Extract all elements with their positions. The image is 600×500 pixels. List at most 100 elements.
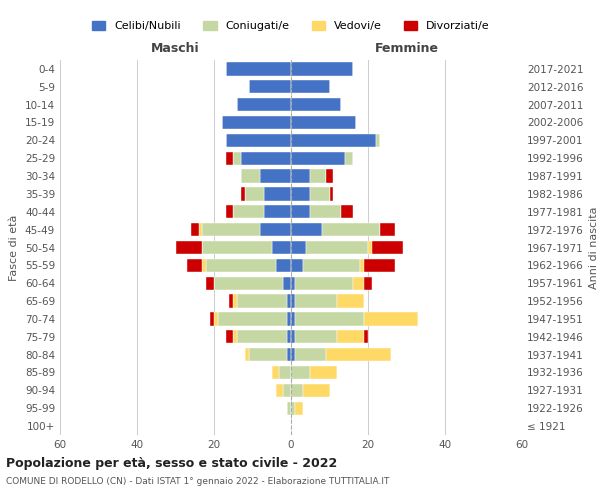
Bar <box>233 205 264 218</box>
Bar <box>291 294 295 308</box>
Bar <box>218 312 287 326</box>
Bar <box>226 330 233 344</box>
Bar <box>291 170 310 183</box>
Bar <box>291 276 295 290</box>
Bar <box>226 134 291 147</box>
Bar <box>360 258 364 272</box>
Bar <box>245 348 248 362</box>
Bar <box>241 152 291 165</box>
Bar <box>291 241 307 254</box>
Bar <box>206 258 275 272</box>
Bar <box>202 241 272 254</box>
Bar <box>248 348 287 362</box>
Text: Popolazione per età, sesso e stato civile - 2022: Popolazione per età, sesso e stato civil… <box>6 458 337 470</box>
Bar <box>364 330 368 344</box>
Bar <box>295 402 302 415</box>
Bar <box>272 241 291 254</box>
Bar <box>353 276 364 290</box>
Bar <box>291 187 310 200</box>
Bar <box>241 170 260 183</box>
Bar <box>291 384 302 397</box>
Bar <box>302 258 360 272</box>
Bar <box>322 223 380 236</box>
Bar <box>295 312 364 326</box>
Bar <box>337 294 364 308</box>
Bar <box>345 152 353 165</box>
Y-axis label: Fasce di età: Fasce di età <box>10 214 19 280</box>
Bar <box>337 330 364 344</box>
Bar <box>275 258 291 272</box>
Bar <box>310 187 329 200</box>
Text: Maschi: Maschi <box>151 42 200 54</box>
Bar <box>291 366 310 379</box>
Bar <box>237 294 287 308</box>
Bar <box>260 170 291 183</box>
Bar <box>291 402 295 415</box>
Bar <box>295 348 326 362</box>
Bar <box>341 205 353 218</box>
Bar <box>264 205 291 218</box>
Bar <box>237 98 291 112</box>
Bar <box>307 241 368 254</box>
Bar <box>310 170 326 183</box>
Text: COMUNE DI RODELLO (CN) - Dati ISTAT 1° gennaio 2022 - Elaborazione TUTTITALIA.IT: COMUNE DI RODELLO (CN) - Dati ISTAT 1° g… <box>6 478 389 486</box>
Bar <box>291 152 345 165</box>
Bar <box>326 348 391 362</box>
Bar <box>237 330 287 344</box>
Bar <box>291 98 341 112</box>
Bar <box>291 258 302 272</box>
Bar <box>226 205 233 218</box>
Bar <box>368 241 372 254</box>
Bar <box>326 170 334 183</box>
Bar <box>260 223 291 236</box>
Bar <box>283 384 291 397</box>
Bar <box>291 116 356 129</box>
Bar <box>275 384 283 397</box>
Bar <box>376 134 380 147</box>
Bar <box>245 187 264 200</box>
Bar <box>372 241 403 254</box>
Bar <box>241 187 245 200</box>
Bar <box>222 116 291 129</box>
Bar <box>291 134 376 147</box>
Y-axis label: Anni di nascita: Anni di nascita <box>589 206 599 289</box>
Bar <box>302 384 329 397</box>
Bar <box>295 330 337 344</box>
Bar <box>295 276 353 290</box>
Bar <box>264 187 291 200</box>
Bar <box>295 294 337 308</box>
Bar <box>364 276 372 290</box>
Bar <box>248 80 291 94</box>
Bar <box>287 330 291 344</box>
Bar <box>187 258 202 272</box>
Bar <box>287 402 291 415</box>
Bar <box>202 258 206 272</box>
Bar <box>364 312 418 326</box>
Bar <box>291 205 310 218</box>
Bar <box>226 62 291 76</box>
Bar <box>380 223 395 236</box>
Bar <box>272 366 280 379</box>
Bar <box>233 330 237 344</box>
Bar <box>210 312 214 326</box>
Bar <box>214 312 218 326</box>
Bar <box>176 241 202 254</box>
Bar <box>291 330 295 344</box>
Bar <box>291 348 295 362</box>
Bar <box>233 152 241 165</box>
Bar <box>233 294 237 308</box>
Bar <box>280 366 291 379</box>
Bar <box>287 294 291 308</box>
Bar <box>229 294 233 308</box>
Bar <box>191 223 199 236</box>
Bar <box>329 187 334 200</box>
Bar <box>199 223 202 236</box>
Bar <box>310 366 337 379</box>
Bar <box>364 258 395 272</box>
Text: Femmine: Femmine <box>374 42 439 54</box>
Bar <box>310 205 341 218</box>
Bar <box>283 276 291 290</box>
Bar <box>291 312 295 326</box>
Bar <box>226 152 233 165</box>
Bar <box>291 62 353 76</box>
